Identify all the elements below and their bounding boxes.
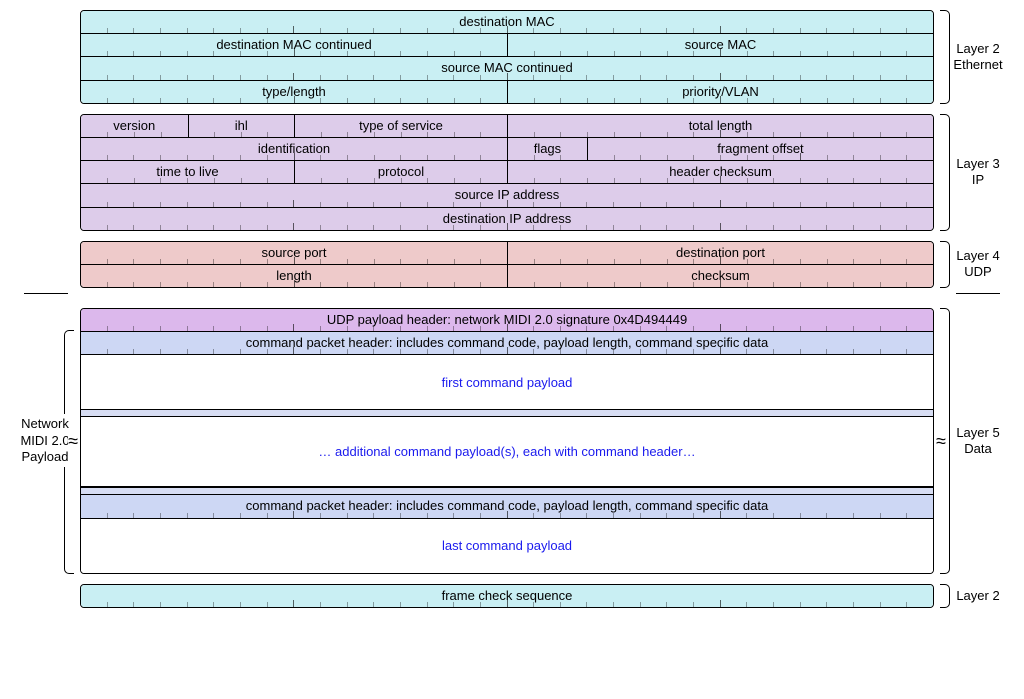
field-cell: version: [81, 115, 188, 137]
payload-left-label: NetworkMIDI 2.0Payload: [20, 414, 69, 467]
layer-label: Layer 3IP: [956, 154, 999, 191]
field-cell: fragment offset: [587, 138, 933, 160]
layer-payload: NetworkMIDI 2.0Payload ≈ UDP payload hea…: [10, 308, 1014, 574]
field-cell: length: [81, 265, 507, 287]
field-cell: time to live: [81, 161, 294, 183]
layer-label: Layer 5Data: [956, 423, 999, 460]
packet-row: versionihltype of servicetotal length: [81, 115, 933, 137]
packet-row: identificationflagsfragment offset: [81, 137, 933, 160]
field-cell: destination MAC: [81, 11, 933, 33]
command-header: command packet header: includes command …: [81, 332, 933, 354]
left-gutter: [10, 241, 80, 288]
field-cell: type of service: [294, 115, 507, 137]
layer-label: Layer 2Ethernet: [953, 39, 1002, 76]
layer-label: Layer 4UDP: [956, 246, 999, 283]
layer-table: source portdestination portlengthchecksu…: [80, 241, 934, 288]
layer-l2: destination MACdestination MAC continued…: [10, 10, 1014, 104]
packet-row: type/lengthpriority/VLAN: [81, 80, 933, 103]
field-cell: source MAC: [507, 34, 933, 56]
field-cell: source IP address: [81, 184, 933, 206]
layer-table: versionihltype of servicetotal lengthide…: [80, 114, 934, 231]
first-command-payload: first command payload: [81, 354, 933, 409]
left-gutter: [10, 584, 80, 608]
packet-row: time to liveprotocolheader checksum: [81, 160, 933, 183]
packet-row: source IP address: [81, 183, 933, 206]
packet-row: destination MAC: [81, 11, 933, 33]
left-gutter: NetworkMIDI 2.0Payload ≈: [10, 308, 80, 574]
layer-table: destination MACdestination MAC continued…: [80, 10, 934, 104]
packet-diagram: destination MACdestination MAC continued…: [10, 10, 1014, 608]
packet-row: lengthchecksum: [81, 264, 933, 287]
field-cell: total length: [507, 115, 933, 137]
field-cell: flags: [507, 138, 587, 160]
layer-l3: versionihltype of servicetotal lengthide…: [10, 114, 1014, 231]
field-cell: source port: [81, 242, 507, 264]
field-cell: type/length: [81, 81, 507, 103]
layer-label: Layer 2: [956, 586, 999, 606]
packet-row: source MAC continued: [81, 56, 933, 79]
command-header: command packet header: includes command …: [81, 495, 933, 517]
layer-l4: source portdestination portlengthchecksu…: [10, 241, 1014, 288]
additional-payloads: … additional command payload(s), each wi…: [81, 424, 933, 479]
last-command-payload: last command payload: [81, 518, 933, 573]
field-cell: header checksum: [507, 161, 933, 183]
field-cell: checksum: [507, 265, 933, 287]
layer-footer: frame check sequence Layer 2: [10, 584, 1014, 608]
right-gutter: Layer 2: [934, 584, 1014, 608]
packet-row: frame check sequence: [81, 585, 933, 607]
packet-row: source portdestination port: [81, 242, 933, 264]
field-cell: destination port: [507, 242, 933, 264]
left-gutter: [10, 114, 80, 231]
right-gutter: Layer 3IP: [934, 114, 1014, 231]
field-cell: protocol: [294, 161, 507, 183]
packet-row: destination MAC continuedsource MAC: [81, 33, 933, 56]
payload-table: UDP payload header: network MIDI 2.0 sig…: [80, 308, 934, 574]
field-cell: ihl: [188, 115, 295, 137]
field-cell: frame check sequence: [81, 585, 933, 607]
footer-table: frame check sequence: [80, 584, 934, 608]
field-cell: destination MAC continued: [81, 34, 507, 56]
field-cell: identification: [81, 138, 507, 160]
right-gutter: Layer 4UDP: [934, 241, 1014, 288]
left-gutter: [10, 10, 80, 104]
right-gutter: Layer 2Ethernet: [934, 10, 1014, 104]
field-cell: source MAC continued: [81, 57, 933, 79]
right-gutter: Layer 5Data ≈: [934, 308, 1014, 574]
field-cell: priority/VLAN: [507, 81, 933, 103]
packet-row: destination IP address: [81, 207, 933, 230]
field-cell: destination IP address: [81, 208, 933, 230]
payload-signature: UDP payload header: network MIDI 2.0 sig…: [81, 309, 933, 331]
